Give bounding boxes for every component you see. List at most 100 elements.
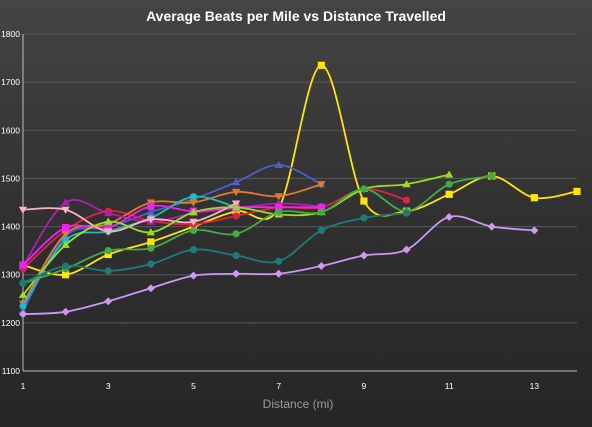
data-point — [189, 207, 198, 216]
data-point — [19, 310, 27, 319]
data-point — [189, 226, 198, 235]
data-point — [62, 223, 70, 232]
series-11 — [19, 209, 411, 287]
series-9 — [18, 170, 454, 298]
data-point — [402, 196, 411, 204]
data-point — [189, 193, 198, 201]
data-point — [445, 190, 453, 198]
series-group — [18, 61, 581, 319]
data-point — [19, 279, 27, 287]
x-tick-label: 13 — [530, 381, 540, 391]
x-tick-label: 5 — [191, 381, 196, 391]
data-point — [19, 302, 27, 310]
data-point — [104, 267, 112, 275]
x-axis-title: Distance (mi) — [263, 397, 334, 411]
data-point — [275, 203, 283, 211]
data-point — [189, 218, 198, 226]
data-point — [104, 208, 113, 217]
y-tick-label: 1500 — [1, 173, 20, 183]
data-point — [18, 206, 28, 214]
data-point — [104, 217, 113, 225]
data-point — [232, 212, 240, 220]
data-point — [104, 223, 112, 232]
series-line — [22, 212, 407, 284]
data-point — [530, 194, 538, 202]
data-point — [104, 228, 113, 236]
data-point — [360, 214, 368, 222]
data-point — [275, 208, 283, 216]
data-point — [488, 172, 496, 180]
data-point — [360, 197, 368, 205]
data-point — [147, 202, 155, 210]
data-point — [317, 61, 325, 69]
data-point — [274, 193, 283, 201]
data-point — [317, 181, 326, 189]
data-point — [445, 212, 454, 221]
y-tick-label: 1700 — [1, 77, 20, 87]
data-point — [360, 185, 368, 193]
data-point — [61, 307, 70, 316]
y-tick-label: 1400 — [1, 222, 20, 232]
data-point — [530, 226, 539, 235]
y-tick-label: 1800 — [1, 29, 20, 39]
data-point — [274, 160, 283, 168]
data-point — [61, 230, 70, 238]
data-point — [317, 203, 325, 211]
series-12 — [19, 212, 539, 319]
data-point — [61, 240, 70, 248]
data-point — [146, 216, 156, 224]
data-point — [232, 251, 240, 260]
y-tick-label: 1600 — [1, 125, 20, 135]
data-point — [402, 245, 411, 254]
data-point — [274, 269, 283, 278]
data-point — [573, 187, 581, 196]
data-point — [62, 236, 70, 244]
x-tick-label: 11 — [445, 381, 454, 391]
data-point — [146, 228, 156, 236]
x-tick-label: 9 — [362, 381, 367, 391]
data-point — [61, 198, 70, 206]
data-point — [18, 290, 28, 298]
data-point — [189, 199, 198, 207]
series-line — [22, 188, 407, 270]
data-point — [147, 238, 155, 246]
data-point — [19, 261, 27, 269]
data-point — [62, 271, 70, 279]
series-line — [22, 215, 535, 316]
data-point — [402, 209, 411, 217]
data-point — [359, 251, 368, 260]
data-point — [275, 257, 283, 265]
series-line — [22, 64, 578, 276]
data-point — [62, 262, 70, 270]
data-point — [146, 207, 156, 216]
x-tick-label: 7 — [276, 381, 281, 391]
y-tick-label: 1300 — [1, 270, 20, 280]
data-point — [147, 244, 155, 252]
series-line — [22, 175, 492, 285]
y-tick-label: 1200 — [1, 318, 20, 328]
x-tick-label: 1 — [21, 381, 26, 391]
chart-title: Average Beats per Mile vs Distance Trave… — [146, 8, 446, 24]
data-point — [317, 226, 325, 235]
data-point — [444, 170, 454, 178]
data-point — [231, 188, 241, 197]
data-point — [487, 222, 496, 231]
data-point — [189, 271, 198, 280]
data-point — [104, 297, 113, 306]
data-point — [402, 180, 411, 188]
data-point — [232, 269, 241, 278]
data-point — [317, 262, 326, 271]
data-point — [146, 284, 155, 293]
x-tick-label: 3 — [106, 381, 111, 391]
data-point — [104, 247, 112, 255]
data-point — [231, 178, 241, 186]
data-point — [147, 260, 155, 268]
data-point — [317, 208, 325, 216]
data-point — [61, 206, 70, 214]
data-point — [445, 180, 453, 188]
data-point — [232, 230, 240, 238]
data-point — [189, 246, 198, 254]
y-tick-label: 1100 — [2, 366, 21, 376]
